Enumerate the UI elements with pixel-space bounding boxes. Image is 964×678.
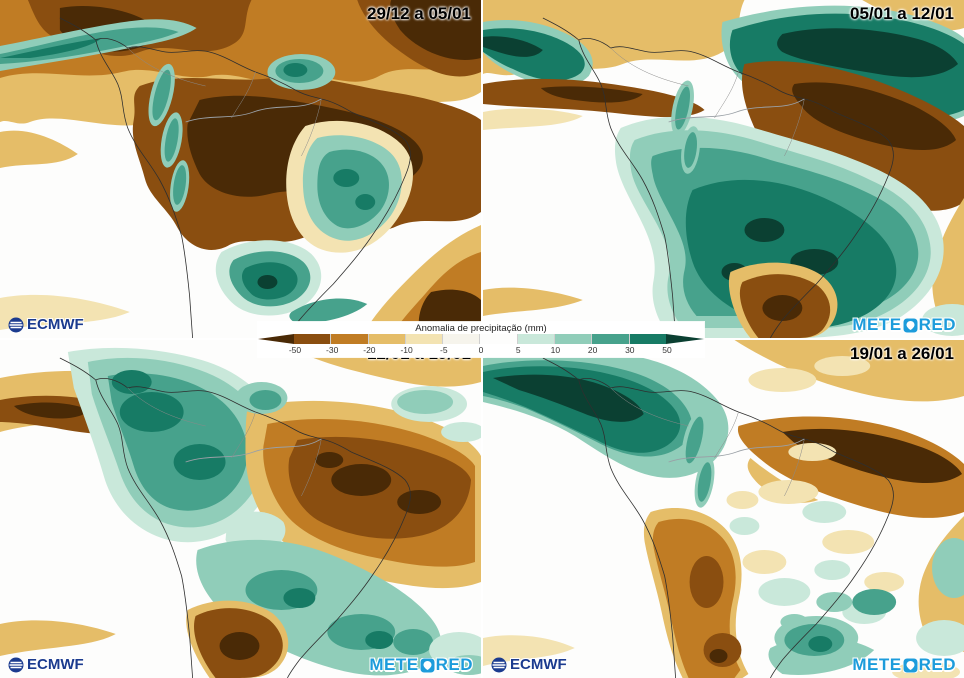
anomaly-regions [0,0,481,338]
meteored-logo-text-suffix: RED [435,655,473,674]
colorbar-segment [517,334,556,344]
ecmwf-globe-icon [8,317,24,332]
colorbar-segment [555,334,593,344]
meteored-logo-text-prefix: METE [852,655,902,674]
ecmwf-logo-text: ECMWF [510,656,567,673]
meteored-logo: METE RED [369,655,473,675]
colorbar-tick: -5 [440,345,448,355]
colorbar-segment [480,334,518,344]
meteored-o-icon [419,657,435,673]
meteored-logo-text-suffix: RED [918,315,956,334]
colorbar-arrow-left [258,334,294,344]
colorbar-segment [629,334,666,344]
date-range-label: 19/01 a 26/01 [850,344,954,363]
colorbar-segment [368,334,406,344]
colorbar-arrow-right [666,334,704,344]
precip-anomaly-map-week1 [0,0,481,338]
colorbar-segment [443,334,481,344]
colorbar-segment [294,334,332,344]
anomaly-regions [483,340,964,678]
date-range-label: 05/01 a 12/01 [850,4,954,23]
colorbar-tick: 30 [625,345,635,355]
meteored-logo-text-prefix: METE [852,315,902,334]
colorbar-segment [331,334,369,344]
colorbar-ticks: -50 -30 -20 -10 -5 0 5 10 20 30 50 [289,345,672,355]
map-panel-week1: 29/12 a 05/01 ECMWF [0,0,481,338]
meteored-logo: METE RED [852,315,956,335]
ecmwf-globe-icon [491,657,507,672]
map-panel-week2: 05/01 a 12/01 METE RED [483,0,964,338]
colorbar-tick: -30 [326,345,339,355]
colorbar-tick: 5 [515,345,521,355]
anomaly-regions [0,340,481,678]
map-panel-week4: 19/01 a 26/01 ECMWF METE RED [483,340,964,678]
ecmwf-logo: ECMWF [8,656,84,673]
meteored-logo-text-suffix: RED [918,655,956,674]
ecmwf-logo: ECMWF [8,316,84,333]
ecmwf-globe-icon [8,657,24,672]
precip-anomaly-map-week4 [483,340,964,678]
colorbar-tick: 10 [550,345,561,355]
colorbar-tick: -50 [288,345,302,355]
anomaly-regions [483,0,964,338]
map-panel-week3: 12/01 a 19/01 ECMWF METE RED [0,340,481,678]
colorbar-tick: 50 [662,345,672,355]
ecmwf-logo: ECMWF [491,656,567,673]
colorbar-scale [258,334,704,344]
colorbar: Anomalia de precipitação (mm) -50 -30 -2… [258,322,704,357]
colorbar-tick: 20 [587,345,598,355]
ecmwf-logo-text: ECMWF [27,656,84,673]
precip-anomaly-map-week2 [483,0,964,338]
meteored-o-icon [902,657,918,673]
meteored-logo: METE RED [852,655,956,675]
date-range-label: 29/12 a 05/01 [367,4,471,23]
precip-anomaly-map-week3 [0,340,481,678]
meteored-logo-text-prefix: METE [369,655,419,674]
colorbar-tick: 0 [478,345,484,355]
ecmwf-logo-text: ECMWF [27,316,84,333]
meteored-o-icon [902,317,918,333]
colorbar-segments [294,334,666,344]
colorbar-title: Anomalia de precipitação (mm) [415,323,547,334]
colorbar-tick: -20 [363,345,376,355]
colorbar-segment [405,334,444,344]
colorbar-tick: -10 [400,345,413,355]
colorbar-segment [592,334,630,344]
